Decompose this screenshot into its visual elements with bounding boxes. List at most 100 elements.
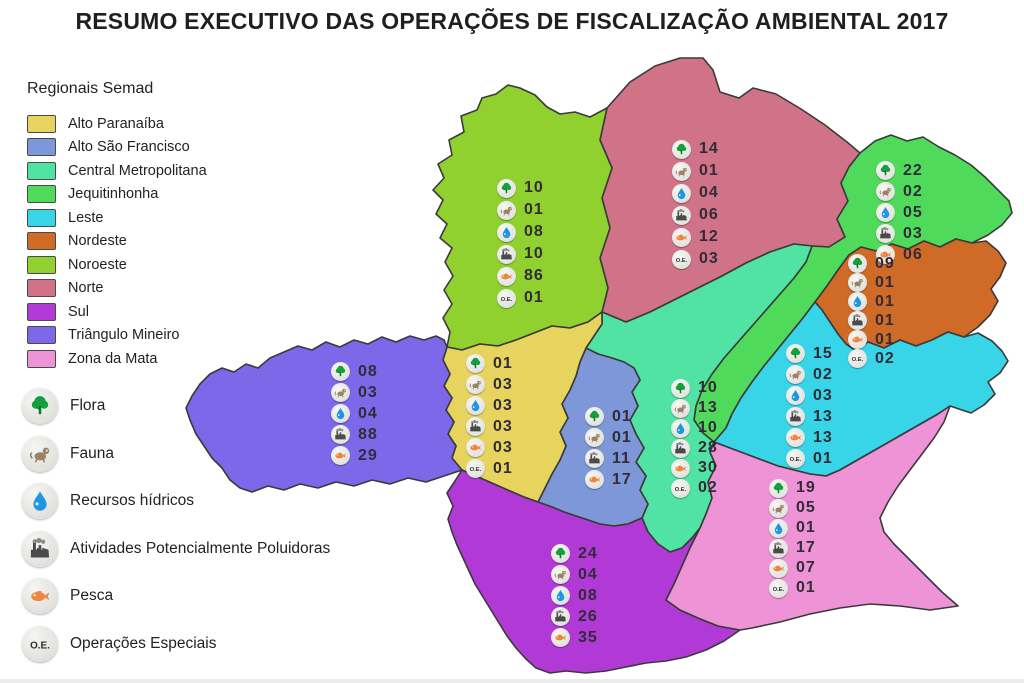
callout-value-operacoes_especiais: 01 (493, 459, 513, 477)
legend-swatch (27, 255, 56, 274)
oe-icon (22, 625, 58, 662)
waterdrop-icon (876, 203, 895, 222)
legend-swatch (27, 349, 56, 368)
legend-label: Leste (68, 209, 104, 226)
fish-icon (876, 245, 895, 264)
callout-value-pesca: 01 (875, 330, 895, 348)
factory-icon (672, 205, 691, 225)
callout-row-atividades_poluidoras: 10 (497, 243, 544, 265)
callout-value-fauna: 02 (903, 182, 923, 200)
legend-swatch (27, 326, 56, 345)
region-legend: Regionais Semad Alto Paranaíba Alto São F… (27, 80, 207, 371)
callout-value-flora: 24 (578, 544, 598, 562)
callout-value-pesca: 12 (699, 228, 719, 245)
waterdrop-icon (671, 418, 690, 438)
fish-icon (671, 458, 690, 478)
monkey-icon (876, 182, 895, 201)
callout-value-fauna: 04 (578, 565, 598, 583)
callout-row-operacoes_especiais: 01 (466, 458, 513, 479)
callout-value-flora: 10 (524, 179, 544, 196)
fish-icon (331, 446, 350, 465)
callout-value-flora: 08 (358, 362, 378, 380)
monkey-icon (22, 435, 58, 472)
legend-item: Noroeste (27, 253, 207, 277)
legend-item: Nordeste (27, 230, 207, 254)
callout-row-pesca: 12 (672, 226, 719, 248)
callout-value-flora: 01 (612, 407, 632, 425)
callout-row-fauna: 04 (551, 564, 598, 585)
factory-icon (585, 449, 604, 468)
legend-label: Norte (68, 280, 104, 297)
callout-row-operacoes_especiais: 01 (497, 287, 544, 309)
region-triangulo-mineiro (185, 335, 463, 493)
legend-swatch (27, 114, 56, 133)
callout-value-recursos_hidricos: 05 (903, 203, 923, 221)
callout-row-pesca: 06 (876, 244, 923, 265)
icon-legend-row: Fauna (22, 435, 330, 472)
callout-row-atividades_poluidoras: 28 (671, 438, 718, 458)
callout-row-fauna: 02 (786, 364, 833, 385)
callout-row-fauna: 03 (466, 374, 513, 395)
factory-icon (671, 438, 690, 458)
callout-value-flora: 01 (493, 354, 513, 372)
legend-item: Central Metropolitana (27, 159, 207, 183)
monkey-icon (672, 161, 691, 181)
monkey-icon (786, 365, 805, 384)
callout-value-recursos_hidricos: 01 (875, 292, 895, 310)
tree-icon (672, 139, 691, 159)
legend-label: Triângulo Mineiro (68, 327, 180, 344)
monkey-icon (331, 383, 350, 402)
callout-value-recursos_hidricos: 04 (358, 404, 378, 422)
callout-value-recursos_hidricos: 04 (699, 184, 719, 201)
callout-row-recursos_hidricos: 04 (672, 182, 719, 204)
callout-row-recursos_hidricos: 04 (331, 403, 378, 424)
callout-value-pesca: 03 (493, 438, 513, 456)
waterdrop-icon (22, 483, 58, 519)
fish-icon (786, 428, 805, 447)
callout-value-flora: 14 (699, 140, 719, 157)
callout-row-flora: 19 (769, 478, 816, 498)
callout-central-metropolitana: 10 13 10 28 30 02 (671, 378, 718, 498)
callout-value-pesca: 06 (903, 245, 923, 263)
legend-item: Jequitinhonha (27, 183, 207, 207)
oe-icon (672, 249, 691, 269)
fish-icon (848, 330, 867, 349)
callout-row-atividades_poluidoras: 26 (551, 606, 598, 627)
callout-row-atividades_poluidoras: 88 (331, 424, 378, 445)
factory-icon (331, 425, 350, 444)
tree-icon (671, 378, 690, 398)
callout-value-flora: 10 (698, 379, 718, 396)
callout-value-atividades_poluidoras: 06 (699, 206, 719, 223)
callout-row-atividades_poluidoras: 03 (466, 416, 513, 437)
factory-icon (876, 224, 895, 243)
tree-icon (466, 354, 485, 373)
callout-row-fauna: 01 (848, 273, 895, 292)
factory-icon (497, 244, 516, 264)
callout-value-fauna: 02 (813, 365, 833, 383)
callout-value-atividades_poluidoras: 88 (358, 425, 378, 443)
legend-label: Alto São Francisco (68, 139, 190, 156)
waterdrop-icon (466, 396, 485, 415)
factory-icon (466, 417, 485, 436)
callout-jequitinhonha: 22 02 05 03 06 (876, 160, 923, 265)
callout-value-atividades_poluidoras: 13 (813, 407, 833, 425)
callout-row-pesca: 13 (786, 427, 833, 448)
callout-value-recursos_hidricos: 10 (698, 419, 718, 436)
callout-row-flora: 10 (497, 177, 544, 199)
factory-icon (22, 530, 58, 567)
callout-value-operacoes_especiais: 03 (699, 250, 719, 267)
oe-icon (786, 449, 805, 468)
callout-value-pesca: 35 (578, 628, 598, 646)
callout-value-operacoes_especiais: 01 (813, 449, 833, 467)
callout-row-flora: 10 (671, 378, 718, 398)
callout-row-recursos_hidricos: 08 (497, 221, 544, 243)
region-zona-da-mata (665, 405, 959, 631)
callout-row-operacoes_especiais: 01 (769, 578, 816, 598)
factory-icon (551, 607, 570, 626)
callout-value-fauna: 01 (699, 162, 719, 179)
callout-alto-sao-francisco: 01 01 11 17 (585, 406, 632, 490)
callout-row-fauna: 01 (497, 199, 544, 221)
tree-icon (585, 407, 604, 426)
waterdrop-icon (497, 222, 516, 242)
callout-value-fauna: 03 (358, 383, 378, 401)
